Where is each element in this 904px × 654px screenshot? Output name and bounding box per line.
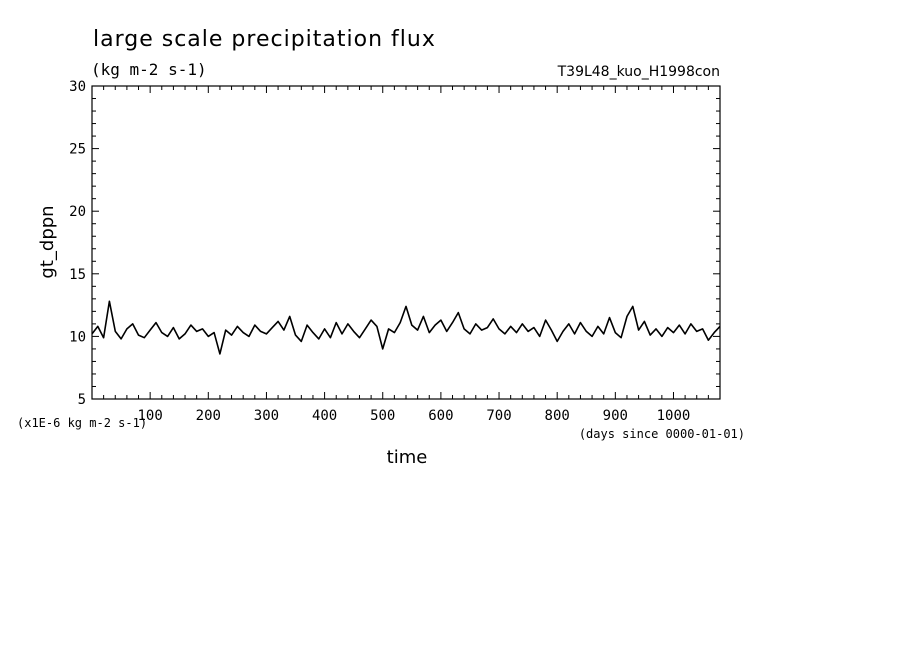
axis-tick-labels: 100 200 300 400 500 600 700 800 900 1000 5 10 15 20 25…: [69, 79, 690, 424]
plot-frame: [91, 85, 721, 400]
x-tick-label: 200: [196, 408, 221, 424]
y-tick-label: 10: [69, 329, 86, 345]
x-tick-label: 600: [428, 408, 453, 424]
x-tick-label: 300: [254, 408, 279, 424]
x-tick-label: 100: [137, 408, 162, 424]
y-axis-label: gt_dppn: [37, 205, 58, 278]
y-tick-label: 5: [78, 392, 86, 408]
chart-title: large scale precipitation flux: [93, 27, 436, 52]
x-axis-note: (days since 0000-01-01): [579, 427, 745, 441]
y-tick-label: 30: [69, 79, 86, 95]
y-scale-note: (x1E-6 kg m-2 s-1): [17, 416, 147, 430]
x-tick-label: 800: [545, 408, 570, 424]
x-tick-label: 400: [312, 408, 337, 424]
x-tick-label: 900: [603, 408, 628, 424]
y-tick-label: 15: [69, 267, 86, 283]
x-tick-label: 500: [370, 408, 395, 424]
y-tick-label: 20: [69, 204, 86, 220]
y-tick-label: 25: [69, 142, 86, 158]
series-line: [91, 300, 721, 355]
run-label: T39L48_kuo_H1998con: [557, 64, 720, 80]
x-tick-label: 1000: [657, 408, 691, 424]
chart-units: (kg m-2 s-1): [91, 60, 207, 79]
axis-ticks: [92, 86, 720, 399]
x-axis-label: time: [387, 447, 428, 468]
x-tick-label: 700: [486, 408, 511, 424]
